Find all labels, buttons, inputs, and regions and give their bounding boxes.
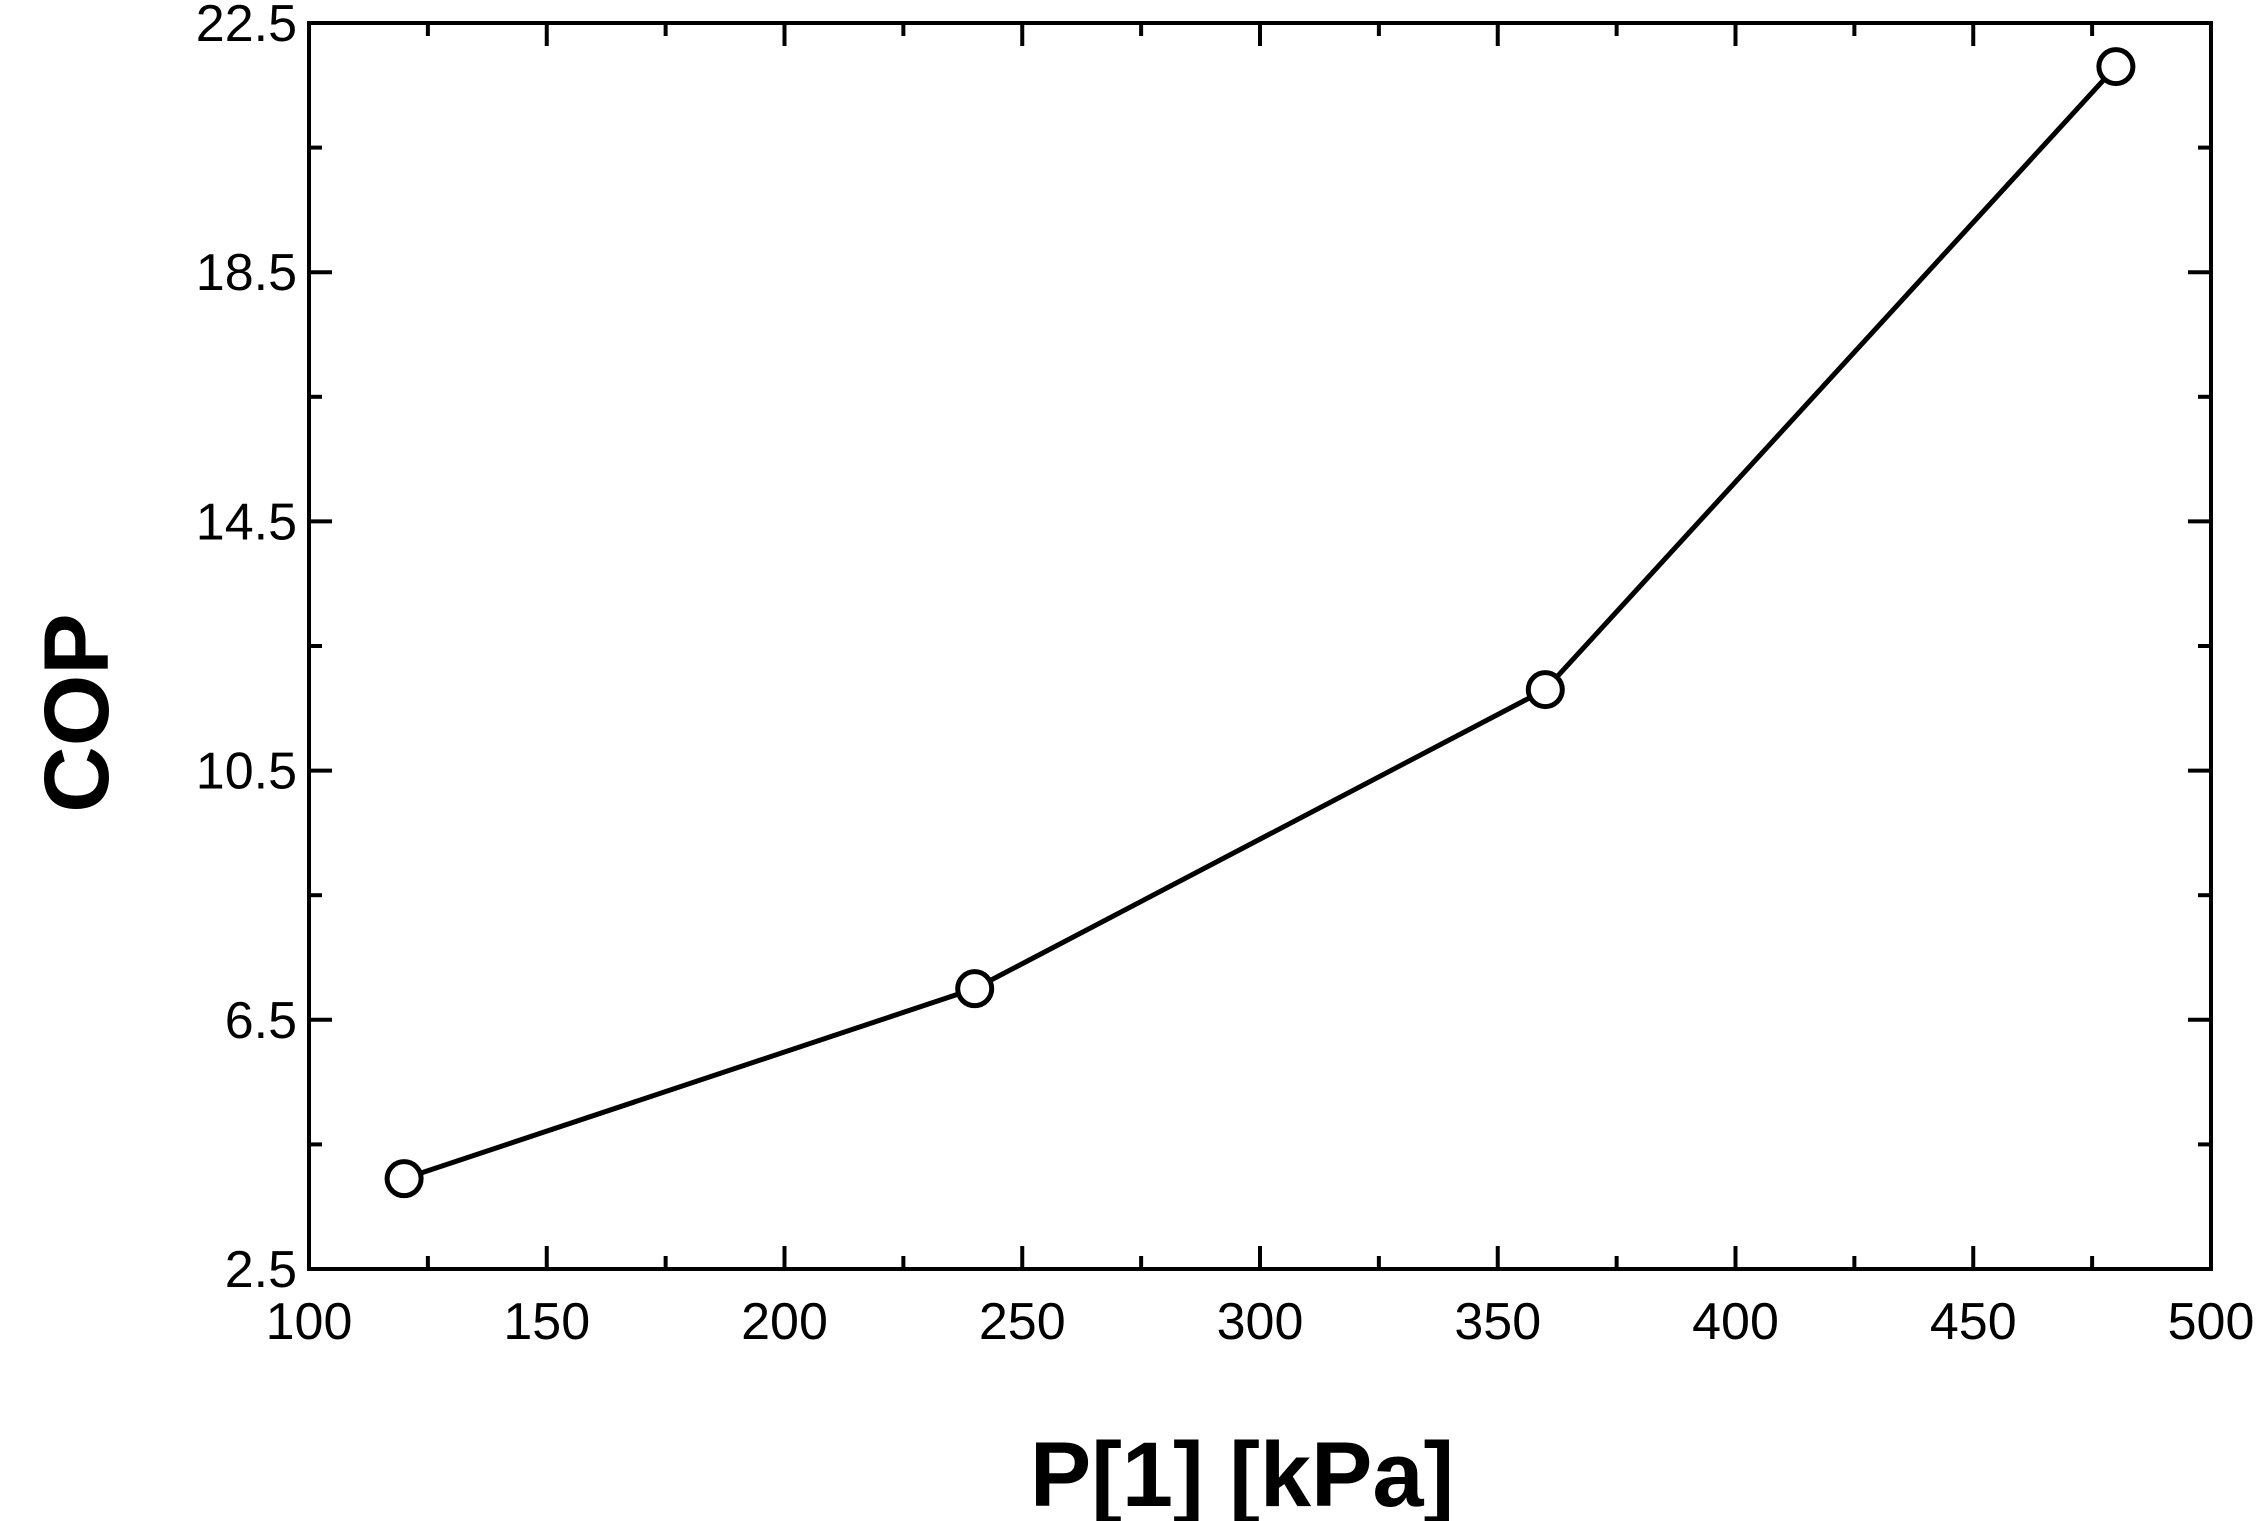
x-tick-label: 200	[741, 1293, 828, 1351]
data-series	[384, 47, 2136, 1199]
data-point-marker	[1525, 670, 1565, 710]
y-tick-label: 18.5	[196, 244, 297, 302]
y-axis-label: COP	[26, 613, 128, 812]
series-line	[403, 64, 2118, 1182]
y-tick-label: 6.5	[225, 992, 297, 1050]
x-tick-label: 400	[1692, 1293, 1779, 1351]
data-point-marker	[384, 1159, 424, 1199]
x-tick-label: 150	[503, 1293, 590, 1351]
x-tick-label: 300	[1217, 1293, 1304, 1351]
y-tick-label: 14.5	[196, 493, 297, 551]
x-tick-label: 100	[266, 1293, 353, 1351]
x-tick-label: 500	[2168, 1293, 2255, 1351]
x-tick-labels: 100 150 200 250 300 350 400 450 500	[266, 1293, 2255, 1351]
axis-ticks	[307, 21, 2213, 1271]
data-point-marker	[2096, 47, 2136, 87]
y-tick-label: 10.5	[196, 743, 297, 801]
x-tick-label: 450	[1930, 1293, 2017, 1351]
data-point-marker	[955, 969, 995, 1009]
plot-frame	[307, 21, 2213, 1271]
x-tick-label: 350	[1454, 1293, 1541, 1351]
y-tick-label: 22.5	[196, 0, 297, 53]
y-tick-label: 2.5	[225, 1241, 297, 1299]
x-tick-label: 250	[979, 1293, 1066, 1351]
y-tick-labels: 2.5 6.5 10.5 14.5 18.5 22.5	[196, 0, 297, 1299]
x-axis-label: P[1] [kPa]	[1030, 1424, 1454, 1521]
